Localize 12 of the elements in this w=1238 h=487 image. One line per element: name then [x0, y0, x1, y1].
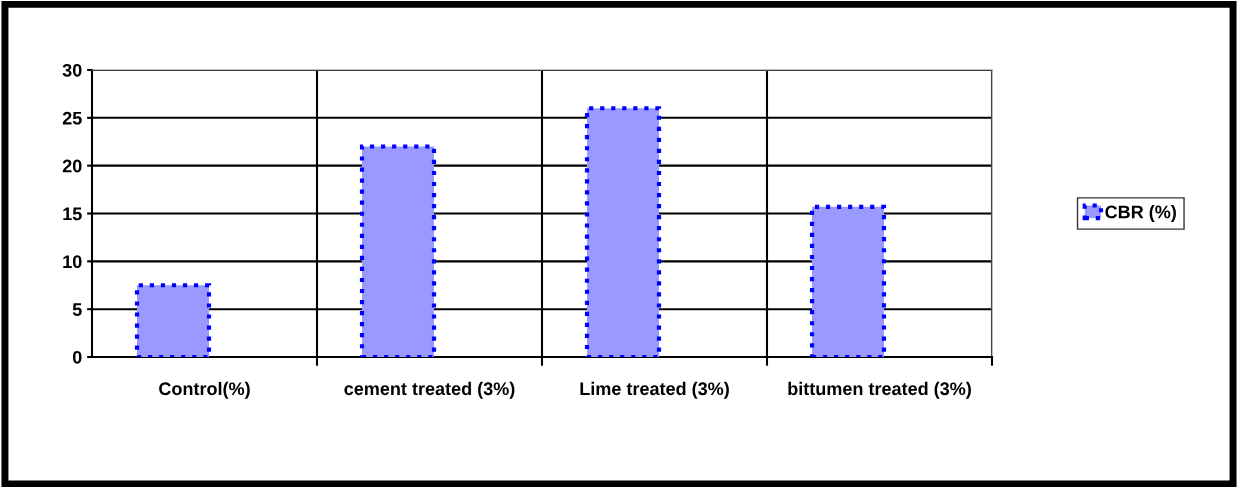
legend-label: CBR (%)	[1105, 205, 1176, 222]
x-tick-label: Control(%)	[159, 381, 250, 399]
x-tick-label: Lime treated (3%)	[580, 381, 729, 399]
y-tick-label: 5	[72, 303, 82, 316]
y-tick-label: 0	[72, 350, 82, 364]
y-tick-label: 30	[62, 63, 82, 77]
x-tick-label: cement treated (3%)	[344, 381, 515, 399]
y-tick-label: 25	[62, 111, 82, 125]
y-tick-label: 20	[62, 159, 82, 173]
x-tick-label: bittumen treated (3%)	[788, 381, 971, 399]
y-tick-label: 15	[63, 207, 82, 221]
y-tick-label: 10	[63, 255, 82, 269]
